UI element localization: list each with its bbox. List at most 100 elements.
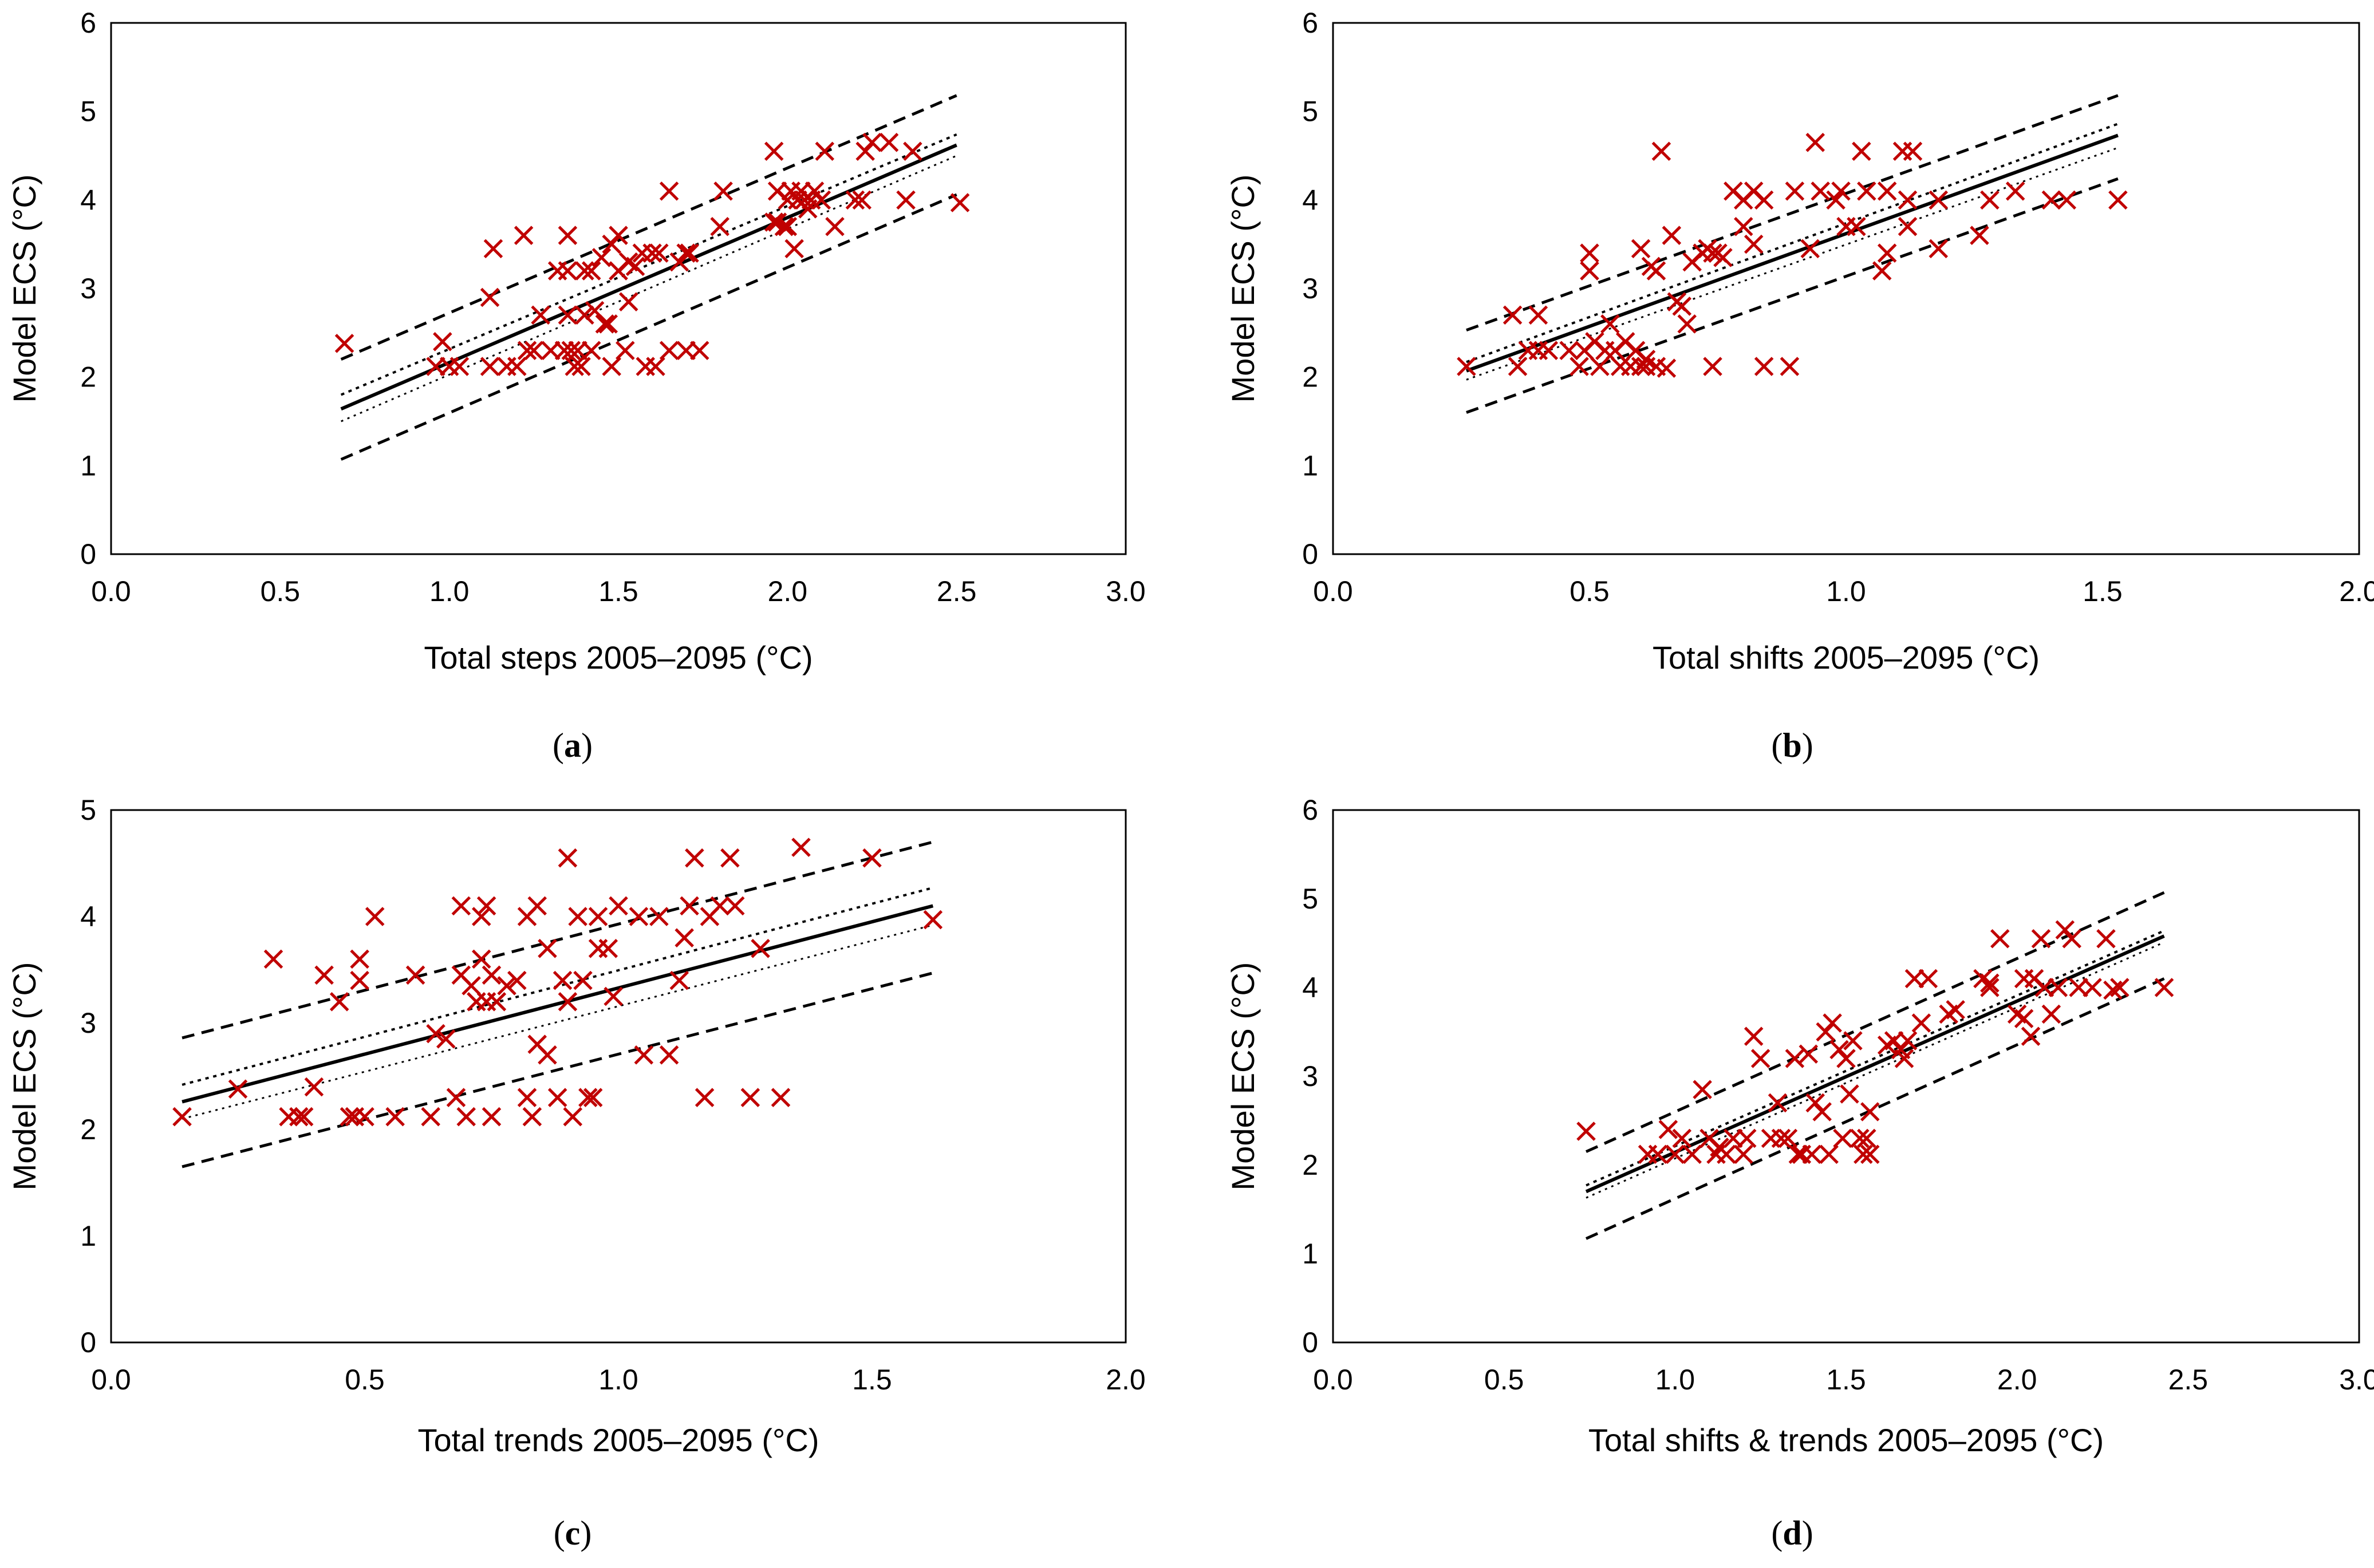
data-point-a	[646, 357, 665, 376]
panel-caption-d: (d)	[1771, 1514, 1813, 1552]
data-point-c	[725, 896, 745, 916]
data-point-b	[1872, 261, 1892, 281]
data-point-c	[573, 970, 593, 990]
data-point-c	[365, 907, 385, 926]
data-point-c	[538, 1045, 557, 1065]
y-axis-label-c: Model ECS (°C)	[6, 962, 42, 1191]
x-tick-label-b: 0.0	[1313, 575, 1353, 607]
data-point-a	[558, 305, 578, 325]
x-tick-label-a: 3.0	[1106, 575, 1146, 607]
prediction-lower-line-d	[1586, 977, 2165, 1240]
data-point-c	[553, 970, 573, 990]
y-tick-label-b: 1	[1302, 449, 1318, 481]
data-point-c	[482, 1107, 502, 1127]
data-point-d	[1785, 1049, 1805, 1068]
data-point-d	[1768, 1093, 1788, 1113]
data-point-c	[517, 1088, 537, 1107]
data-point-c	[304, 1077, 324, 1097]
data-point-d	[1812, 1102, 1832, 1121]
data-point-b	[1677, 314, 1697, 334]
prediction-upper-line-c	[182, 840, 933, 1040]
data-point-a	[896, 190, 916, 210]
data-point-b	[1508, 357, 1528, 376]
data-point-c	[522, 1107, 542, 1127]
data-point-b	[1898, 216, 1918, 236]
data-point-d	[1771, 1128, 1791, 1148]
data-point-b	[1528, 305, 1548, 325]
data-point-a	[903, 141, 922, 161]
confidence-upper-line-b	[1466, 123, 2119, 364]
data-point-d	[1819, 1144, 1839, 1164]
data-point-b	[1713, 248, 1733, 267]
data-point-c	[462, 976, 481, 996]
panel-caption-c: (c)	[554, 1514, 592, 1552]
data-point-d	[2154, 978, 2174, 997]
data-point-a	[449, 357, 470, 376]
data-point-b	[1651, 141, 1671, 161]
data-point-c	[263, 949, 283, 969]
y-tick-label-b: 6	[1302, 7, 1318, 39]
data-point-b	[1811, 181, 1830, 201]
data-point-a	[531, 305, 550, 325]
data-point-b	[1559, 341, 1579, 361]
data-point-a	[764, 141, 784, 161]
data-point-a	[625, 256, 645, 277]
data-point-c	[507, 970, 527, 990]
x-tick-label-d: 2.0	[1997, 1364, 2037, 1396]
data-point-d	[2062, 929, 2082, 949]
y-tick-label-a: 6	[80, 7, 96, 39]
data-point-d	[2021, 1026, 2041, 1046]
data-point-b	[1877, 243, 1897, 263]
data-point-a	[676, 243, 696, 263]
data-point-d	[1884, 1031, 1904, 1050]
data-point-d	[1894, 1049, 1914, 1068]
data-point-d	[1857, 1128, 1876, 1148]
data-point-d	[2014, 1009, 2034, 1029]
data-point-b	[1800, 239, 1820, 259]
data-point-c	[568, 907, 587, 926]
panel-caption-a: (a)	[553, 726, 593, 764]
x-tick-label-a: 1.0	[429, 575, 470, 607]
data-point-c	[294, 1107, 314, 1127]
prediction-upper-line-b	[1466, 94, 2119, 332]
data-point-a	[676, 341, 696, 361]
data-point-d	[1850, 1128, 1870, 1148]
chart-c: 0 1 2 3 4 5 0.0 0.5 1.0 1.5 2.0 Total trends 2005–2…	[6, 794, 1146, 1552]
data-point-d	[1816, 1022, 1835, 1042]
data-point-a	[689, 341, 709, 361]
data-point-a	[710, 216, 729, 236]
data-point-b	[1662, 226, 1682, 245]
data-point-d	[2034, 978, 2054, 997]
data-point-b	[1970, 226, 1989, 245]
data-point-d	[2096, 929, 2116, 949]
data-point-c	[436, 1029, 456, 1049]
data-point-a	[565, 357, 584, 376]
data-point-d	[2041, 1004, 2061, 1024]
data-point-b	[1539, 341, 1559, 361]
data-point-d	[1860, 1102, 1880, 1121]
x-tick-label-b: 2.0	[2339, 575, 2374, 607]
data-point-a	[558, 261, 578, 281]
data-point-a	[517, 341, 537, 361]
data-point-b	[1703, 357, 1722, 376]
data-point-d	[1854, 1144, 1873, 1164]
data-point-a	[524, 341, 544, 361]
data-point-b	[1636, 349, 1656, 369]
data-point-b	[1857, 181, 1876, 201]
data-point-a	[778, 216, 798, 236]
prediction-lower-line-b	[1466, 177, 2119, 414]
data-point-c	[588, 907, 608, 926]
data-point-b	[1672, 297, 1692, 316]
data-point-d	[1836, 1049, 1856, 1068]
data-point-d	[1904, 969, 1925, 989]
y-axis-label-d: Model ECS (°C)	[1225, 962, 1261, 1191]
data-point-b	[1929, 239, 1949, 259]
data-point-c	[340, 1107, 360, 1127]
data-point-b	[1847, 216, 1866, 236]
data-point-b	[1754, 190, 1774, 210]
data-point-a	[433, 332, 452, 351]
data-point-b	[1744, 234, 1764, 254]
y-tick-label-c: 1	[80, 1220, 96, 1252]
data-point-c	[350, 949, 369, 969]
prediction-lower-line-a	[340, 193, 957, 461]
